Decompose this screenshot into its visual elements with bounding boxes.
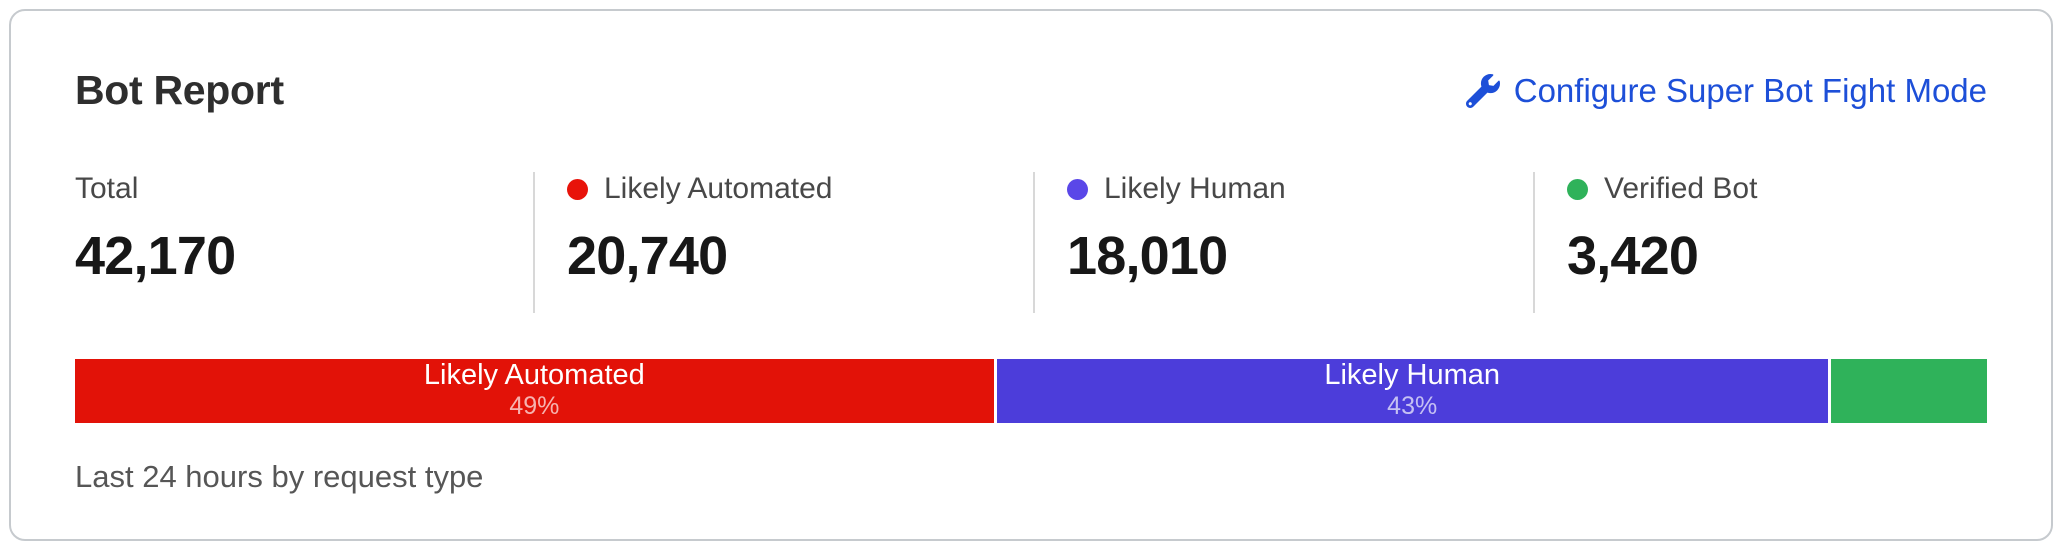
verified-bot-dot-icon	[1567, 178, 1588, 200]
card-header: Bot Report Configure Super Bot Fight Mod…	[75, 67, 1987, 114]
footnote: Last 24 hours by request type	[75, 458, 484, 494]
stat-verified-bot-label: Verified Bot	[1604, 172, 1758, 205]
page-title: Bot Report	[75, 67, 284, 113]
bar-segment-label: Likely Automated	[423, 359, 645, 392]
configure-link-label: Configure Super Bot Fight Mode	[1513, 71, 1987, 109]
bar-segment-likely-automated: Likely Automated 49%	[75, 358, 994, 423]
stat-likely-automated-value: 20,740	[567, 225, 728, 286]
stat-total: Total 42,170	[75, 172, 533, 313]
wrench-icon	[1465, 73, 1500, 108]
stat-verified-bot-value: 3,420	[1567, 225, 1699, 286]
likely-automated-dot-icon	[567, 178, 588, 200]
stat-likely-automated-label: Likely Automated	[604, 172, 833, 205]
configure-super-bot-fight-mode-link[interactable]: Configure Super Bot Fight Mode	[1465, 71, 1987, 110]
request-type-stacked-bar: Likely Automated 49% Likely Human 43%	[75, 358, 1987, 423]
bar-segment-percent: 49%	[509, 392, 560, 421]
stat-total-value: 42,170	[75, 225, 236, 286]
bot-report-card: Bot Report Configure Super Bot Fight Mod…	[9, 9, 2053, 541]
stat-verified-bot: Verified Bot 3,420	[1533, 172, 1987, 313]
stat-likely-human-label: Likely Human	[1104, 172, 1286, 205]
likely-human-dot-icon	[1067, 178, 1088, 200]
bar-segment-verified-bot	[1830, 358, 1987, 423]
bar-segment-label: Likely Human	[1324, 359, 1501, 392]
bar-segment-percent: 43%	[1387, 392, 1438, 421]
stat-likely-human-value: 18,010	[1067, 225, 1228, 286]
stat-likely-automated: Likely Automated 20,740	[533, 172, 1033, 313]
stat-likely-human: Likely Human 18,010	[1033, 172, 1533, 313]
bar-segment-likely-human: Likely Human 43%	[996, 358, 1828, 423]
stat-total-label: Total	[75, 172, 139, 205]
stats-row: Total 42,170 Likely Automated 20,740 Lik…	[75, 172, 1987, 313]
